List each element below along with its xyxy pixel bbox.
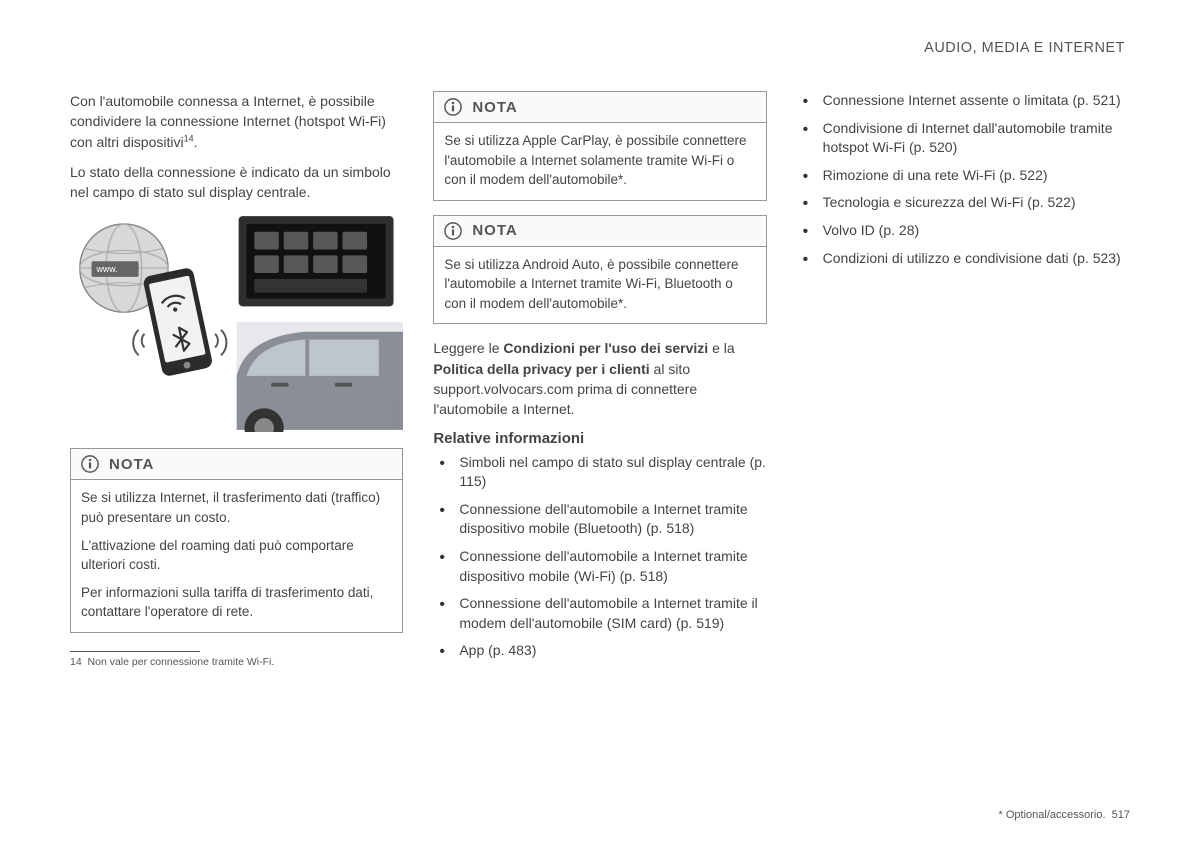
nota1-p1: Se si utilizza Internet, il trasferiment…: [81, 488, 392, 527]
column-3: Connessione Internet assente o limitata …: [797, 91, 1130, 669]
intro-paragraph-1: Con l'automobile connessa a Internet, è …: [70, 91, 403, 152]
intro-paragraph-2: Lo stato della connessione è indicato da…: [70, 162, 403, 203]
column-1: Con l'automobile connessa a Internet, è …: [70, 91, 403, 669]
footnote-text: Non vale per connessione tramite Wi-Fi.: [88, 656, 275, 668]
related-list-col3: Connessione Internet assente o limitata …: [797, 91, 1130, 268]
nota-title: NOTA: [472, 222, 517, 239]
page-footer: * Optional/accessorio. 517: [999, 809, 1130, 821]
info-icon: [444, 98, 462, 116]
nota-android-text: Se si utilizza Android Auto, è possibile…: [444, 255, 755, 314]
nota-header: NOTA: [434, 92, 765, 123]
intro-text-b: .: [194, 134, 198, 150]
list-item: Connessione dell'automobile a Internet t…: [433, 594, 766, 633]
connectivity-illustration: www.: [70, 212, 403, 432]
nota-body: Se si utilizza Internet, il trasferiment…: [71, 480, 402, 631]
related-list-col2: Simboli nel campo di stato sul display c…: [433, 453, 766, 661]
info-icon: [81, 455, 99, 473]
column-2: NOTA Se si utilizza Apple CarPlay, è pos…: [433, 91, 766, 669]
optional-note: * Optional/accessorio.: [999, 809, 1106, 821]
legal-c: e la: [708, 340, 734, 356]
list-item: Connessione dell'automobile a Internet t…: [433, 500, 766, 539]
nota-title: NOTA: [472, 99, 517, 116]
related-info-heading: Relative informazioni: [433, 430, 766, 447]
list-item: Tecnologia e sicurezza del Wi-Fi (p. 522…: [797, 193, 1130, 213]
footnote-rule: [70, 651, 200, 652]
list-item: App (p. 483): [433, 641, 766, 661]
list-item: Rimozione di una rete Wi-Fi (p. 522): [797, 166, 1130, 186]
legal-b1: Condizioni per l'uso dei servizi: [503, 340, 708, 356]
legal-b2: Politica della privacy per i clienti: [433, 361, 649, 377]
nota-box-androidauto: NOTA Se si utilizza Android Auto, è poss…: [433, 215, 766, 325]
nota-body: Se si utilizza Android Auto, è possibile…: [434, 247, 765, 324]
page-number: 517: [1112, 809, 1130, 821]
intro-text-a: Con l'automobile connessa a Internet, è …: [70, 93, 386, 150]
illustration-id: G063414: [394, 398, 401, 427]
footnote: 14 Non vale per connessione tramite Wi-F…: [70, 656, 403, 668]
nota-header: NOTA: [71, 449, 402, 480]
nota1-p2: L'attivazione del roaming dati può compo…: [81, 536, 392, 575]
nota-header: NOTA: [434, 216, 765, 247]
nota-box-carplay: NOTA Se si utilizza Apple CarPlay, è pos…: [433, 91, 766, 201]
nota-body: Se si utilizza Apple CarPlay, è possibil…: [434, 123, 765, 200]
legal-paragraph: Leggere le Condizioni per l'uso dei serv…: [433, 338, 766, 419]
footnote-ref: 14: [184, 133, 194, 143]
svg-text:www.: www.: [95, 264, 117, 274]
nota-box-1: NOTA Se si utilizza Internet, il trasfer…: [70, 448, 403, 632]
content-columns: Con l'automobile connessa a Internet, è …: [70, 91, 1130, 669]
list-item: Connessione dell'automobile a Internet t…: [433, 547, 766, 586]
nota-carplay-text: Se si utilizza Apple CarPlay, è possibil…: [444, 131, 755, 190]
list-item: Condizioni di utilizzo e condivisione da…: [797, 249, 1130, 269]
list-item: Condivisione di Internet dall'automobile…: [797, 119, 1130, 158]
legal-a: Leggere le: [433, 340, 503, 356]
list-item: Connessione Internet assente o limitata …: [797, 91, 1130, 111]
footnote-num: 14: [70, 656, 82, 668]
list-item: Volvo ID (p. 28): [797, 221, 1130, 241]
info-icon: [444, 222, 462, 240]
illustration-svg: www.: [70, 212, 403, 432]
nota1-p3: Per informazioni sulla tariffa di trasfe…: [81, 583, 392, 622]
list-item: Simboli nel campo di stato sul display c…: [433, 453, 766, 492]
nota-title: NOTA: [109, 456, 154, 473]
chapter-header: AUDIO, MEDIA E INTERNET: [70, 40, 1130, 56]
